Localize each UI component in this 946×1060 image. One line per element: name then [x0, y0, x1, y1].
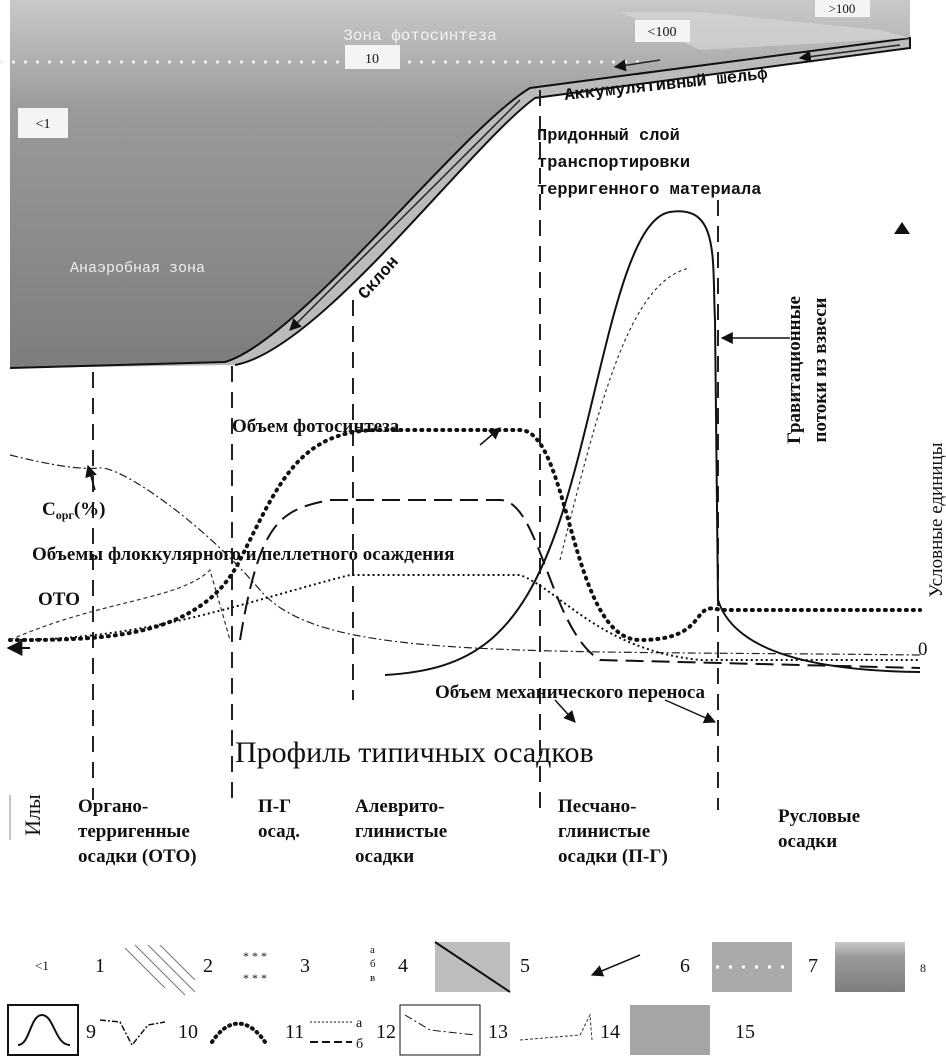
zone-label: Анаэробная зона: [70, 260, 205, 277]
depth-label: <1: [36, 117, 51, 132]
legend-number: 5: [520, 955, 530, 977]
sediment-label: осадки (ОТО): [78, 846, 197, 867]
legend-number: 13: [488, 1021, 508, 1043]
legend-number: 1: [95, 955, 105, 977]
curve-label: Объем механического переноса: [435, 682, 706, 703]
legend-number: 12: [376, 1021, 396, 1043]
layer-label: Придонный слой: [537, 127, 680, 146]
depth-label: 10: [365, 52, 379, 67]
sediments: Органо- терригенные осадки (ОТО) П-Г оса…: [78, 796, 860, 867]
basin: [0, 0, 910, 368]
layer-label: терригенного материала: [537, 181, 761, 200]
sediment-label: осадки: [355, 846, 414, 867]
sediment-label: Алеврито-: [355, 796, 445, 817]
legend: <1 1 2 * * * * * * 3 а б в 4 5 6 7 8 9 10…: [8, 942, 926, 1055]
legend-number: 11: [285, 1021, 304, 1043]
sediment-label: терригенные: [78, 821, 190, 842]
legend-sub: в: [370, 972, 375, 984]
zero-label: 0: [918, 639, 928, 660]
axis-label: Условные единицы: [926, 442, 946, 597]
svg-text:* * *: * * *: [243, 949, 267, 963]
legend-number: 4: [398, 955, 408, 977]
diagram: 10 <100 >100 <1 Зона фотосинтеза Аккумул…: [0, 0, 946, 1060]
legend-number: 8: [920, 961, 926, 975]
legend-number: 14: [600, 1021, 620, 1043]
svg-text:* * *: * * *: [243, 971, 267, 985]
sediment-label: Русловые: [778, 806, 860, 827]
legend-number: 3: [300, 955, 310, 977]
legend-sub: а: [370, 944, 375, 956]
gravity-label: Гравитационные: [784, 296, 805, 444]
depth-label: >100: [829, 1, 856, 16]
sediment-label: осад.: [258, 821, 300, 842]
sediment-label: глинистые: [355, 821, 447, 842]
silts-label: Илы: [20, 794, 45, 836]
legend-symbol: <1: [35, 958, 49, 973]
curve-label: ОТО: [38, 589, 80, 610]
legend-number: 15: [735, 1021, 755, 1043]
sediment-label: осадки (П-Г): [558, 846, 668, 867]
legend-sub: а: [356, 1016, 363, 1031]
sediment-label: глинистые: [558, 821, 650, 842]
legend-number: 9: [86, 1021, 96, 1043]
gravity-label: потоки из взвеси: [810, 297, 831, 442]
sediment-label: Органо-: [78, 796, 148, 817]
curve-label: Cорг(%): [42, 499, 106, 522]
legend-sub: б: [356, 1037, 363, 1052]
corg-suffix: (%): [74, 499, 106, 520]
sediment-label: осадки: [778, 831, 837, 852]
curve-label: Объемы флоккулярного и пеллетного осажде…: [32, 544, 454, 565]
legend-number: 6: [680, 955, 690, 977]
layer-label: транспортировки: [537, 154, 690, 173]
depth-label: <100: [648, 25, 677, 40]
sediment-label: П-Г: [258, 796, 291, 817]
legend-number: 7: [808, 955, 818, 977]
corg-sub: орг: [56, 508, 75, 522]
legend-sub: б: [370, 958, 376, 970]
corg-main: C: [42, 499, 56, 520]
sediment-label: Песчано-: [558, 796, 637, 817]
legend-number: 2: [203, 955, 213, 977]
legend-number: 10: [178, 1021, 198, 1043]
curve-label: Объем фотосинтеза: [232, 416, 400, 437]
profile-title: Профиль типичных осадков: [235, 736, 594, 769]
zone-label: Зона фотосинтеза: [343, 27, 497, 45]
